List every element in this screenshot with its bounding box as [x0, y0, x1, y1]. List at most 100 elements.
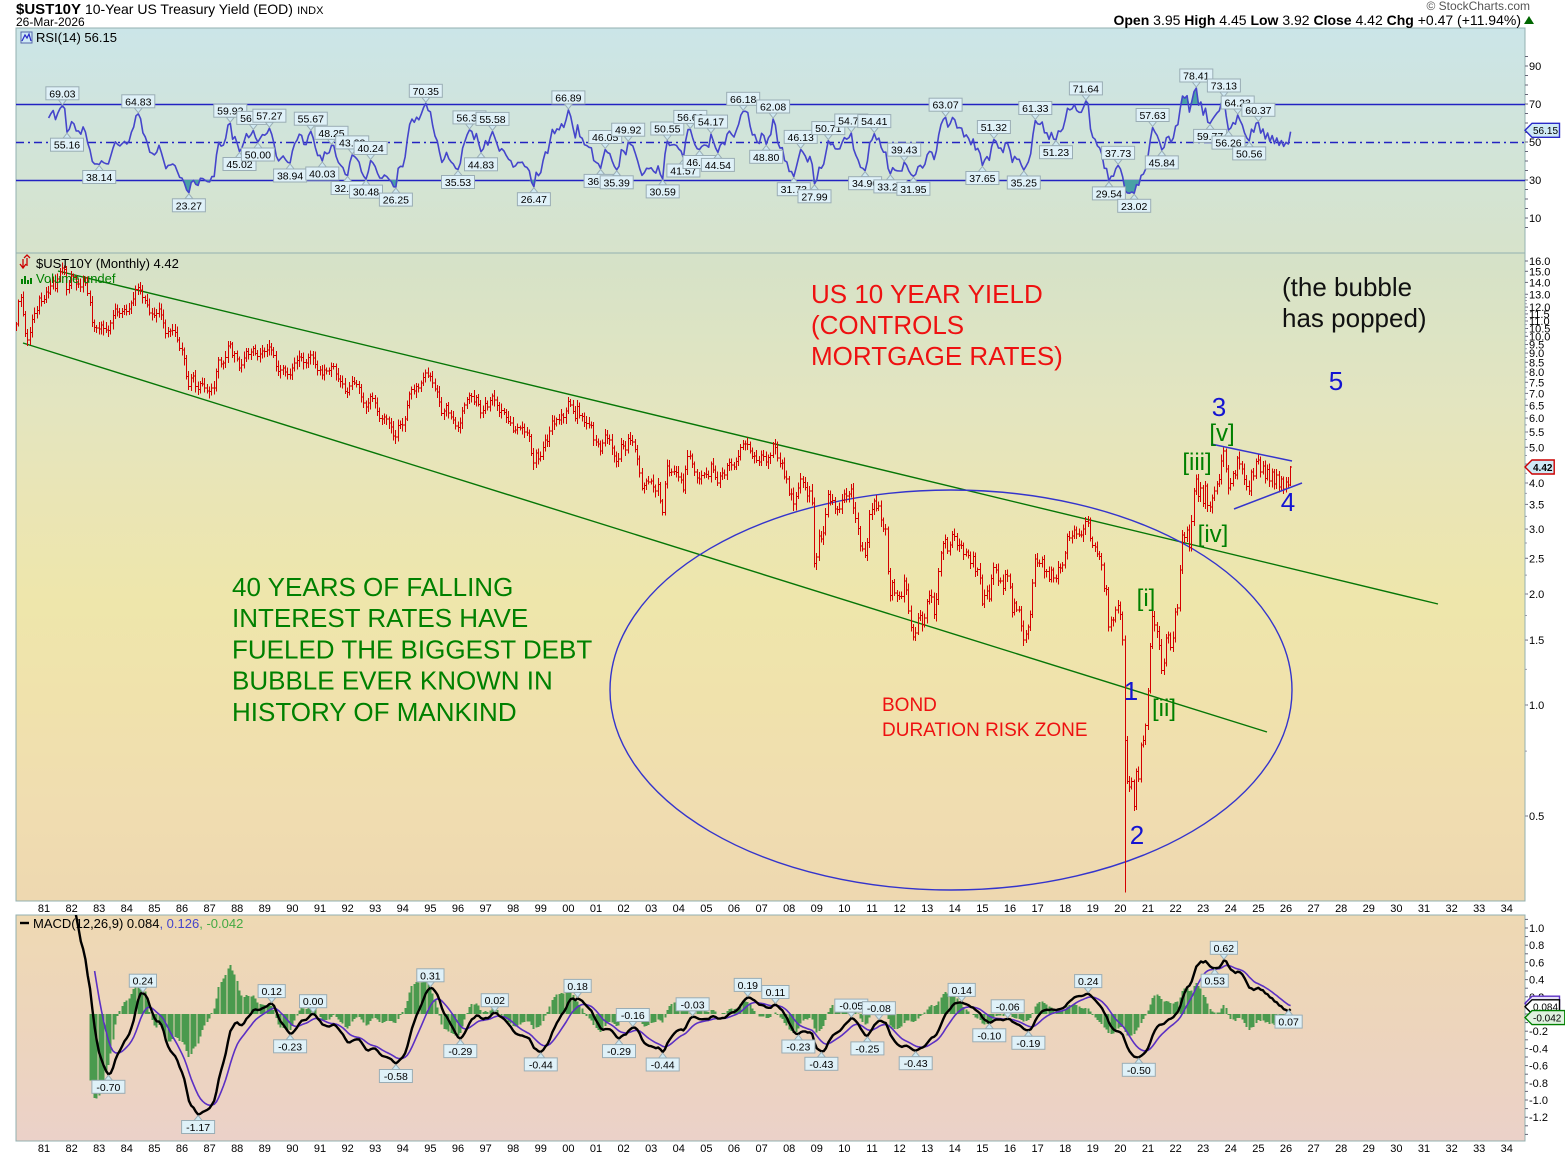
- svg-text:94: 94: [397, 903, 409, 915]
- svg-text:-0.08: -0.08: [867, 1003, 891, 1015]
- svg-text:4.42: 4.42: [1533, 463, 1553, 474]
- svg-text:1: 1: [1124, 676, 1138, 706]
- svg-text:12.0: 12.0: [1529, 302, 1550, 314]
- svg-text:29.54: 29.54: [1096, 188, 1122, 200]
- svg-text:54.17: 54.17: [698, 117, 724, 129]
- svg-text:[v]: [v]: [1209, 420, 1234, 447]
- svg-text:BUBBLE EVER KNOWN IN: BUBBLE EVER KNOWN IN: [232, 666, 553, 696]
- svg-text:26.25: 26.25: [383, 195, 409, 207]
- svg-text:12: 12: [893, 1143, 905, 1155]
- svg-text:29: 29: [1363, 903, 1375, 915]
- svg-text:23.27: 23.27: [176, 200, 202, 212]
- svg-text:70: 70: [1529, 99, 1541, 111]
- svg-text:21: 21: [1142, 1143, 1154, 1155]
- svg-text:98: 98: [507, 1143, 519, 1155]
- svg-text:73.13: 73.13: [1211, 81, 1237, 93]
- svg-text:93: 93: [369, 1143, 381, 1155]
- svg-text:50: 50: [1529, 137, 1541, 149]
- svg-text:55.58: 55.58: [479, 114, 505, 126]
- svg-text:17: 17: [1031, 903, 1043, 915]
- svg-text:20: 20: [1114, 903, 1126, 915]
- svg-text:02: 02: [617, 1143, 629, 1155]
- svg-text:23: 23: [1197, 903, 1209, 915]
- svg-text:-0.06: -0.06: [996, 1001, 1020, 1013]
- svg-text:30: 30: [1529, 175, 1541, 187]
- svg-text:03: 03: [645, 1143, 657, 1155]
- svg-text:55.67: 55.67: [298, 114, 324, 126]
- svg-text:[iii]: [iii]: [1182, 449, 1211, 476]
- svg-text:5.0: 5.0: [1529, 442, 1544, 454]
- svg-text:2.5: 2.5: [1529, 553, 1544, 565]
- svg-text:93: 93: [369, 903, 381, 915]
- svg-text:02: 02: [617, 903, 629, 915]
- svg-text:-0.23: -0.23: [278, 1041, 302, 1053]
- svg-text:92: 92: [341, 903, 353, 915]
- svg-text:5: 5: [1329, 366, 1343, 396]
- svg-text:13: 13: [921, 1143, 933, 1155]
- svg-text:3.5: 3.5: [1529, 499, 1544, 511]
- svg-text:94: 94: [397, 1143, 409, 1155]
- svg-text:40 YEARS OF FALLING: 40 YEARS OF FALLING: [232, 572, 513, 602]
- svg-text:-0.23: -0.23: [786, 1042, 810, 1054]
- svg-text:MACD(12,26,9) 0.084, 0.126, -0: MACD(12,26,9) 0.084, 0.126, -0.042: [33, 916, 243, 931]
- svg-text:0.4: 0.4: [1529, 975, 1544, 987]
- svg-text:09: 09: [811, 903, 823, 915]
- svg-text:30.48: 30.48: [353, 187, 379, 199]
- svg-text:99: 99: [535, 903, 547, 915]
- svg-text:(the bubble: (the bubble: [1282, 272, 1412, 302]
- svg-text:64.83: 64.83: [125, 96, 151, 108]
- svg-text:11.0: 11.0: [1529, 316, 1550, 328]
- svg-text:60.37: 60.37: [1245, 105, 1271, 117]
- svg-text:38.14: 38.14: [86, 172, 112, 184]
- svg-text:34: 34: [1501, 903, 1513, 915]
- svg-text:[i]: [i]: [1137, 585, 1156, 612]
- svg-text:-0.44: -0.44: [529, 1059, 553, 1071]
- svg-text:62.08: 62.08: [760, 102, 786, 114]
- svg-text:6.0: 6.0: [1529, 413, 1544, 425]
- svg-text:7.5: 7.5: [1529, 377, 1544, 389]
- svg-text:12: 12: [893, 903, 905, 915]
- svg-text:14: 14: [949, 1143, 961, 1155]
- svg-text:45.84: 45.84: [1149, 157, 1175, 169]
- svg-text:05: 05: [700, 1143, 712, 1155]
- svg-text:38.94: 38.94: [277, 171, 303, 183]
- svg-text:66.89: 66.89: [555, 92, 581, 104]
- svg-text:44.83: 44.83: [468, 159, 494, 171]
- svg-text:9.5: 9.5: [1529, 340, 1544, 352]
- svg-text:81: 81: [38, 903, 50, 915]
- svg-text:30: 30: [1390, 903, 1402, 915]
- svg-text:19: 19: [1087, 1143, 1099, 1155]
- svg-text:15: 15: [976, 903, 988, 915]
- svg-text:71.64: 71.64: [1073, 83, 1099, 95]
- svg-text:10: 10: [838, 903, 850, 915]
- svg-text:92: 92: [341, 1143, 353, 1155]
- svg-text:61.33: 61.33: [1022, 103, 1048, 115]
- svg-text:1.5: 1.5: [1529, 635, 1544, 647]
- svg-text:49.92: 49.92: [615, 125, 641, 137]
- svg-text:20: 20: [1114, 1143, 1126, 1155]
- svg-text:US 10 YEAR YIELD: US 10 YEAR YIELD: [811, 279, 1043, 309]
- svg-text:FUELED THE BIGGEST DEBT: FUELED THE BIGGEST DEBT: [232, 634, 592, 664]
- svg-text:-0.8: -0.8: [1529, 1078, 1548, 1090]
- svg-text:14: 14: [949, 903, 961, 915]
- svg-text:-0.19: -0.19: [1016, 1038, 1040, 1050]
- svg-text:50.56: 50.56: [1236, 148, 1262, 160]
- svg-text:06: 06: [728, 903, 740, 915]
- svg-text:63.07: 63.07: [932, 100, 958, 112]
- svg-text:39.43: 39.43: [891, 145, 917, 157]
- svg-text:-0.05: -0.05: [839, 1001, 863, 1013]
- svg-text:83: 83: [93, 1143, 105, 1155]
- svg-text:99: 99: [535, 1143, 547, 1155]
- svg-text:Volume undef: Volume undef: [36, 271, 116, 286]
- svg-text:0.18: 0.18: [567, 981, 588, 993]
- svg-text:-0.43: -0.43: [904, 1058, 928, 1070]
- svg-text:4: 4: [1281, 487, 1295, 517]
- svg-text:10.0: 10.0: [1529, 331, 1550, 343]
- svg-text:25: 25: [1252, 903, 1264, 915]
- svg-text:28: 28: [1335, 903, 1347, 915]
- svg-text:2: 2: [1130, 820, 1144, 850]
- svg-text:2.0: 2.0: [1529, 589, 1544, 601]
- svg-text:07: 07: [755, 1143, 767, 1155]
- svg-text:07: 07: [755, 903, 767, 915]
- svg-text:87: 87: [203, 903, 215, 915]
